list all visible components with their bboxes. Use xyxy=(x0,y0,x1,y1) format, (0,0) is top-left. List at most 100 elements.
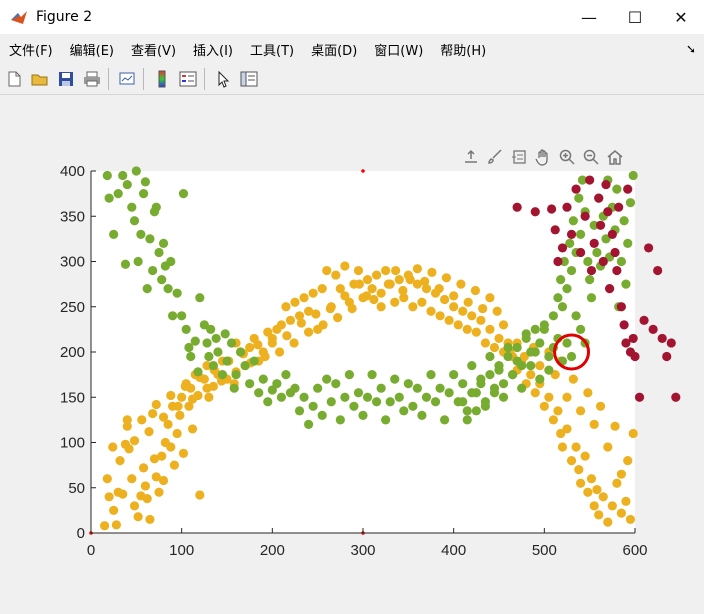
home-icon[interactable] xyxy=(604,146,625,167)
series-0-point xyxy=(391,265,401,276)
data-tips-icon[interactable] xyxy=(508,146,529,167)
series-0-point xyxy=(133,512,143,522)
series-1-point xyxy=(151,202,161,212)
series-1-point xyxy=(222,356,232,366)
series-0-point xyxy=(548,415,559,425)
series-0-point xyxy=(399,293,409,303)
menu-tools[interactable]: 工具(T) xyxy=(250,43,295,59)
minimize-button[interactable]: — xyxy=(581,7,597,27)
series-1-point xyxy=(211,333,221,344)
series-1-point xyxy=(142,284,152,294)
series-1-point xyxy=(539,320,549,330)
series-1-point xyxy=(517,360,527,371)
series-0-point xyxy=(420,276,430,287)
series-1-point xyxy=(304,419,314,429)
series-1-point xyxy=(186,351,196,362)
series-0-point xyxy=(398,285,408,296)
menu-desktop[interactable]: 桌面(D) xyxy=(311,43,358,59)
series-0-point xyxy=(115,456,125,466)
toolbar-separator xyxy=(204,68,205,90)
menu-bar: 文件(F) 编辑(E) 查看(V) 插入(I) 工具(T) 桌面(D) 窗口(W… xyxy=(0,34,704,64)
dock-arrow-icon[interactable]: ➘ xyxy=(685,42,696,56)
menu-file[interactable]: 文件(F) xyxy=(9,43,53,59)
close-button[interactable]: ✕ xyxy=(674,7,688,27)
series-0-point xyxy=(562,392,572,402)
series-1-point xyxy=(403,379,413,389)
property-inspector-icon[interactable] xyxy=(237,67,261,91)
series-1-point xyxy=(426,370,436,380)
series-0-point xyxy=(129,501,140,511)
menu-view[interactable]: 查看(V) xyxy=(130,43,177,59)
series-2-point xyxy=(546,204,557,214)
series-0-point xyxy=(118,489,128,499)
legend-icon[interactable] xyxy=(176,67,200,91)
series-1-point xyxy=(583,256,593,267)
series-0-point xyxy=(539,401,549,411)
series-0-point xyxy=(616,469,627,479)
print-icon[interactable] xyxy=(80,67,104,91)
new-figure-icon[interactable] xyxy=(2,67,26,91)
series-0-point xyxy=(485,293,495,303)
series-1-point xyxy=(190,336,200,346)
series-1-point xyxy=(601,234,611,244)
series-0-point xyxy=(526,370,536,380)
pan-icon[interactable] xyxy=(532,146,553,167)
series-1-point xyxy=(559,256,569,267)
series-1-point xyxy=(213,347,223,357)
series-1-point xyxy=(367,370,377,380)
series-0-point xyxy=(562,424,572,434)
open-file-icon[interactable] xyxy=(28,67,52,91)
series-1-point xyxy=(507,370,518,380)
series-0-point xyxy=(478,303,488,314)
series-0-point xyxy=(151,472,161,482)
series-0-point xyxy=(148,408,158,419)
series-0-point xyxy=(576,406,586,416)
menu-help[interactable]: 帮助(H) xyxy=(440,43,487,59)
series-1-point xyxy=(628,170,638,181)
series-1-point xyxy=(589,220,599,230)
series-1-point xyxy=(140,177,150,187)
series-0-point xyxy=(492,306,502,316)
menu-edit[interactable]: 编辑(E) xyxy=(69,43,114,59)
series-1-point xyxy=(231,370,241,380)
series-1-point xyxy=(120,259,131,269)
maximize-button[interactable]: ☐ xyxy=(627,7,643,27)
link-plot-icon[interactable] xyxy=(115,67,139,91)
series-1-point xyxy=(412,383,422,393)
series-0-point xyxy=(376,302,386,312)
colorbar-icon[interactable] xyxy=(150,67,174,91)
series-0-point xyxy=(583,388,593,398)
series-1-point xyxy=(349,401,359,411)
menu-insert[interactable]: 插入(I) xyxy=(193,43,234,59)
series-0-point xyxy=(603,517,613,527)
series-2-point xyxy=(586,265,597,276)
series-0-point xyxy=(333,313,343,323)
series-1-point xyxy=(313,383,323,393)
series-0-point xyxy=(498,320,509,330)
series-2-point xyxy=(619,320,629,330)
scatter-chart[interactable]: 0 100 200 300 400 500 600 0 50 100 150 200 250 300 350… xyxy=(0,95,704,614)
series-1-point xyxy=(195,293,205,303)
zoom-out-icon[interactable] xyxy=(580,146,601,167)
series-1-point xyxy=(362,392,373,402)
menu-window[interactable]: 窗口(W) xyxy=(374,43,424,59)
save-icon[interactable] xyxy=(54,67,78,91)
x-tick-label: 300 xyxy=(350,542,375,559)
series-0-point xyxy=(304,306,314,316)
brush-icon[interactable] xyxy=(484,146,505,167)
series-1-point xyxy=(556,275,566,285)
series-2-point xyxy=(595,220,606,230)
series-1-point xyxy=(226,338,237,348)
zoom-in-icon[interactable] xyxy=(556,146,577,167)
series-1-point xyxy=(553,293,563,303)
series-0-point xyxy=(180,381,190,391)
pointer-icon[interactable] xyxy=(211,67,235,91)
series-0-point xyxy=(616,508,627,518)
series-1-point xyxy=(623,238,633,248)
series-1-point xyxy=(122,179,132,190)
export-icon[interactable] xyxy=(460,146,481,167)
series-1-point xyxy=(576,324,586,334)
series-0-point xyxy=(353,265,364,276)
series-1-point xyxy=(317,410,327,420)
series-1-point xyxy=(290,383,300,393)
